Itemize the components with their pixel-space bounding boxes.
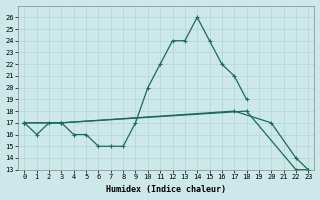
X-axis label: Humidex (Indice chaleur): Humidex (Indice chaleur) xyxy=(106,185,226,194)
